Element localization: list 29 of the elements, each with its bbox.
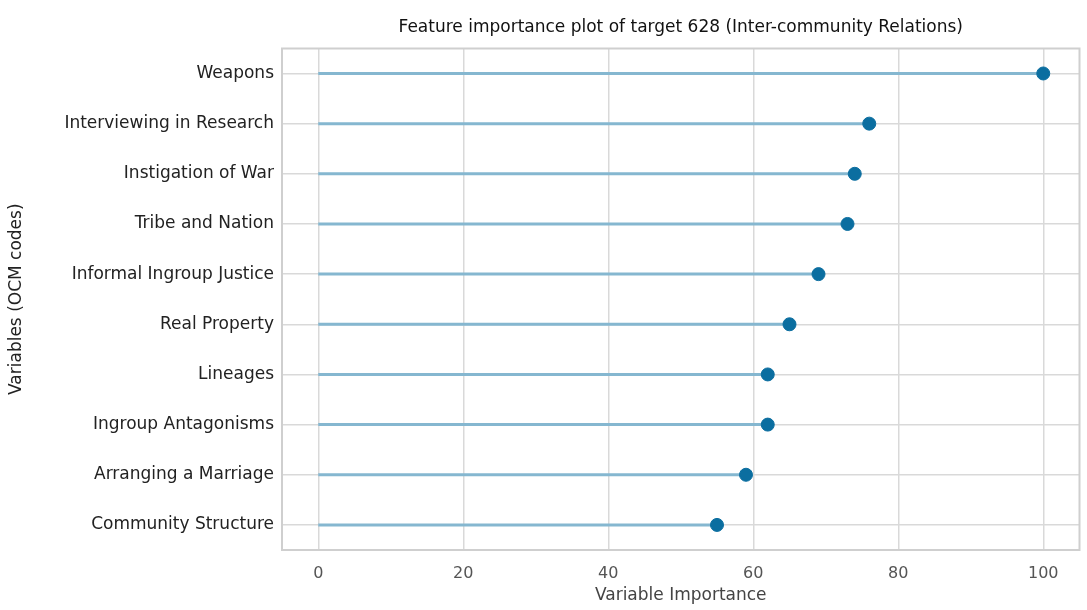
point xyxy=(840,216,855,231)
chart-title: Feature importance plot of target 628 (Inter-community Relations) xyxy=(398,15,963,36)
x-tick-label: 0 xyxy=(313,562,324,582)
y-tick-label: Ingroup Antagonisms xyxy=(92,413,275,434)
point xyxy=(760,367,775,382)
x-axis-title: Variable Importance xyxy=(594,584,767,605)
point xyxy=(811,267,826,282)
y-tick-label: Instigation of War xyxy=(123,162,274,183)
point xyxy=(739,467,753,482)
y-tick-label: Interviewing in Research xyxy=(64,112,274,133)
x-tick-label: 80 xyxy=(888,562,909,582)
point xyxy=(782,317,797,332)
point xyxy=(760,417,775,432)
y-tick-label: Informal Ingroup Justice xyxy=(71,262,274,283)
point xyxy=(862,116,877,131)
y-tick-label: Lineages xyxy=(198,362,275,383)
y-tick-label: Real Property xyxy=(160,312,274,333)
x-tick-label: 60 xyxy=(743,562,764,582)
y-tick-label: Community Structure xyxy=(91,513,274,534)
x-tick-label: 100 xyxy=(1027,562,1059,582)
x-tick-label: 20 xyxy=(453,562,474,582)
point xyxy=(847,166,862,181)
y-tick-label: Tribe and Nation xyxy=(133,212,274,233)
y-axis-title: Variables (OCM codes) xyxy=(4,203,25,395)
point xyxy=(1036,66,1051,81)
x-tick-label: 40 xyxy=(598,562,619,582)
point xyxy=(710,517,724,532)
y-tick-label: Weapons xyxy=(196,61,275,82)
y-tick-label: Arranging a Marriage xyxy=(94,463,274,484)
